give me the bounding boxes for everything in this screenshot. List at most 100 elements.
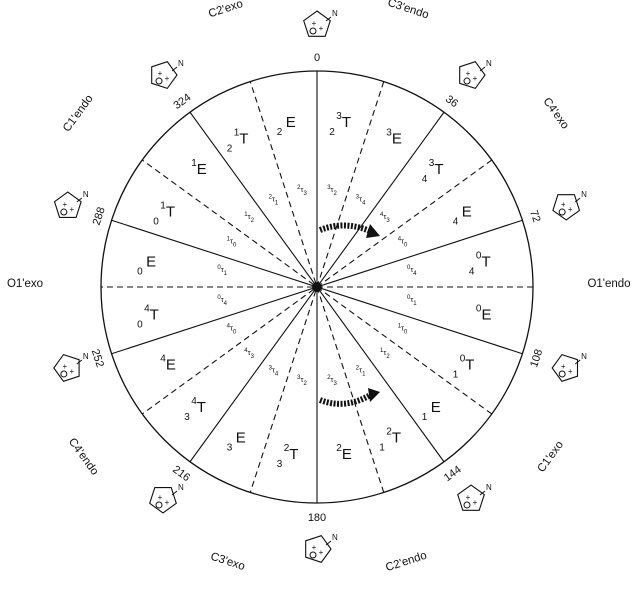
symbol-base: T (481, 254, 490, 271)
symbol-superscript: 4 (160, 353, 166, 364)
twist-label: 4τ0 (227, 324, 237, 336)
svg-text:+: + (473, 498, 478, 507)
furanose-ring-180: ++ N (305, 533, 338, 563)
svg-text:+: + (62, 362, 67, 371)
conformation-name: C1'endo (61, 93, 96, 134)
symbol-base: E (392, 130, 402, 147)
twist-label: 4τ0 (398, 236, 408, 248)
degree-label: 108 (528, 348, 545, 369)
twist-label: 1τ0 (227, 236, 237, 248)
twist-label: 3τ2 (327, 185, 337, 197)
twist-label: 3τ2 (297, 375, 307, 387)
symbol-superscript: 0 (476, 251, 482, 262)
ring-atom-label: N (83, 352, 89, 361)
twist-label: 1τ2 (244, 212, 254, 224)
rotation-arrow (318, 391, 374, 407)
furanose-ring-0: ++ N (303, 9, 338, 37)
symbol-subscript: 2 (277, 127, 283, 138)
symbol-base: E (236, 430, 246, 447)
ring-atom-label: N (178, 59, 184, 68)
conformation-symbol: 0T 1 (453, 353, 475, 380)
rotation-arrow (318, 222, 374, 235)
twist-label: 0τ4 (217, 295, 227, 307)
twist-label: 3τ4 (356, 194, 366, 206)
conformation-symbol: 2T 3 (277, 443, 299, 470)
twist-label: 3τ4 (269, 366, 279, 378)
conformation-name: C4'exo (540, 96, 571, 132)
svg-text:+: + (568, 205, 573, 214)
symbol-subscript: 3 (184, 412, 190, 423)
twist-label: 0τ4 (407, 265, 417, 277)
symbol-base: T (465, 356, 474, 373)
conformation-name: C4'endo (66, 436, 101, 477)
spoke-162 (249, 81, 385, 493)
degree-label: 324 (171, 91, 193, 111)
symbol-superscript: 4 (191, 396, 197, 407)
conformation-name: C3'endo (386, 0, 430, 21)
ring-drawings: ++N++N++N++N++N++N++N++N++N++N (53, 9, 587, 563)
svg-text:+: + (319, 548, 324, 557)
pseudorotation-circle (100, 70, 534, 504)
conformation-symbol: 4T 3 (184, 396, 206, 423)
svg-text:+: + (568, 367, 573, 376)
symbol-subscript: 4 (453, 217, 459, 228)
ring-atom-label: N (332, 9, 338, 18)
twist-label: 2τ1 (356, 366, 366, 378)
symbol-superscript: 2 (386, 427, 392, 438)
symbol-subscript: 0 (153, 217, 159, 228)
ring-atom-label: N (83, 190, 89, 199)
twist-label: 4τ3 (380, 212, 390, 224)
degree-label: 72 (527, 209, 542, 224)
furanose-ring-144: ++ N (457, 483, 492, 511)
svg-text:+: + (473, 74, 478, 83)
conformation-symbol: 1E (191, 158, 207, 178)
symbol-superscript: 3 (386, 127, 392, 138)
svg-text:+: + (466, 493, 471, 502)
conformation-name: C1'exo (536, 439, 567, 475)
symbol-subscript: 3 (277, 459, 283, 470)
twist-label: 1τ2 (380, 348, 390, 360)
symbol-subscript: 1 (453, 369, 459, 380)
symbol-superscript: 3 (429, 158, 435, 169)
inner-symbols: 3τ2 3τ4 4τ3 4τ0 0τ4 0τ1 1τ0 1τ2 2τ1 2τ3 3τ2 3τ4 4τ3 4… (217, 185, 417, 387)
symbol-base: E (462, 204, 472, 221)
symbol-superscript: 4 (144, 303, 150, 314)
degree-label: 252 (89, 348, 106, 369)
symbol-subscript: 2 (227, 143, 233, 154)
svg-text:+: + (158, 69, 163, 78)
symbol-superscript: 2 (284, 443, 290, 454)
svg-text:+: + (466, 69, 471, 78)
symbol-base: T (342, 114, 351, 131)
conformation-symbol: 1T 0 (153, 201, 175, 228)
symbol-base: T (166, 204, 175, 221)
symbol-subscript: 2 (329, 127, 335, 138)
symbol-superscript: 0 (460, 353, 466, 364)
svg-text:+: + (69, 367, 74, 376)
symbol-base: T (434, 161, 443, 178)
symbol-base: E (431, 399, 441, 416)
ring-atom-label: N (178, 483, 184, 492)
symbol-base: E (166, 356, 176, 373)
svg-text:+: + (158, 493, 163, 502)
conformation-name: O1'exo (7, 278, 43, 290)
ring-atom-label: N (581, 352, 587, 361)
twist-label: 0τ1 (407, 295, 417, 307)
symbol-superscript: 0 (476, 303, 482, 314)
svg-text:+: + (165, 74, 170, 83)
ring-atom-label: N (486, 483, 492, 492)
symbol-superscript: 3 (336, 111, 342, 122)
arrowhead (366, 224, 380, 238)
conformation-name: O1'endo (587, 278, 630, 290)
furanose-ring-72: ++ N (552, 190, 587, 221)
svg-text:+: + (319, 24, 324, 33)
center-point (312, 282, 322, 292)
degree-label: 144 (442, 464, 464, 484)
symbol-subscript: 0 (137, 267, 143, 278)
symbol-subscript: 1 (422, 412, 428, 423)
rotation-arrows (318, 222, 380, 407)
svg-text:+: + (561, 362, 566, 371)
